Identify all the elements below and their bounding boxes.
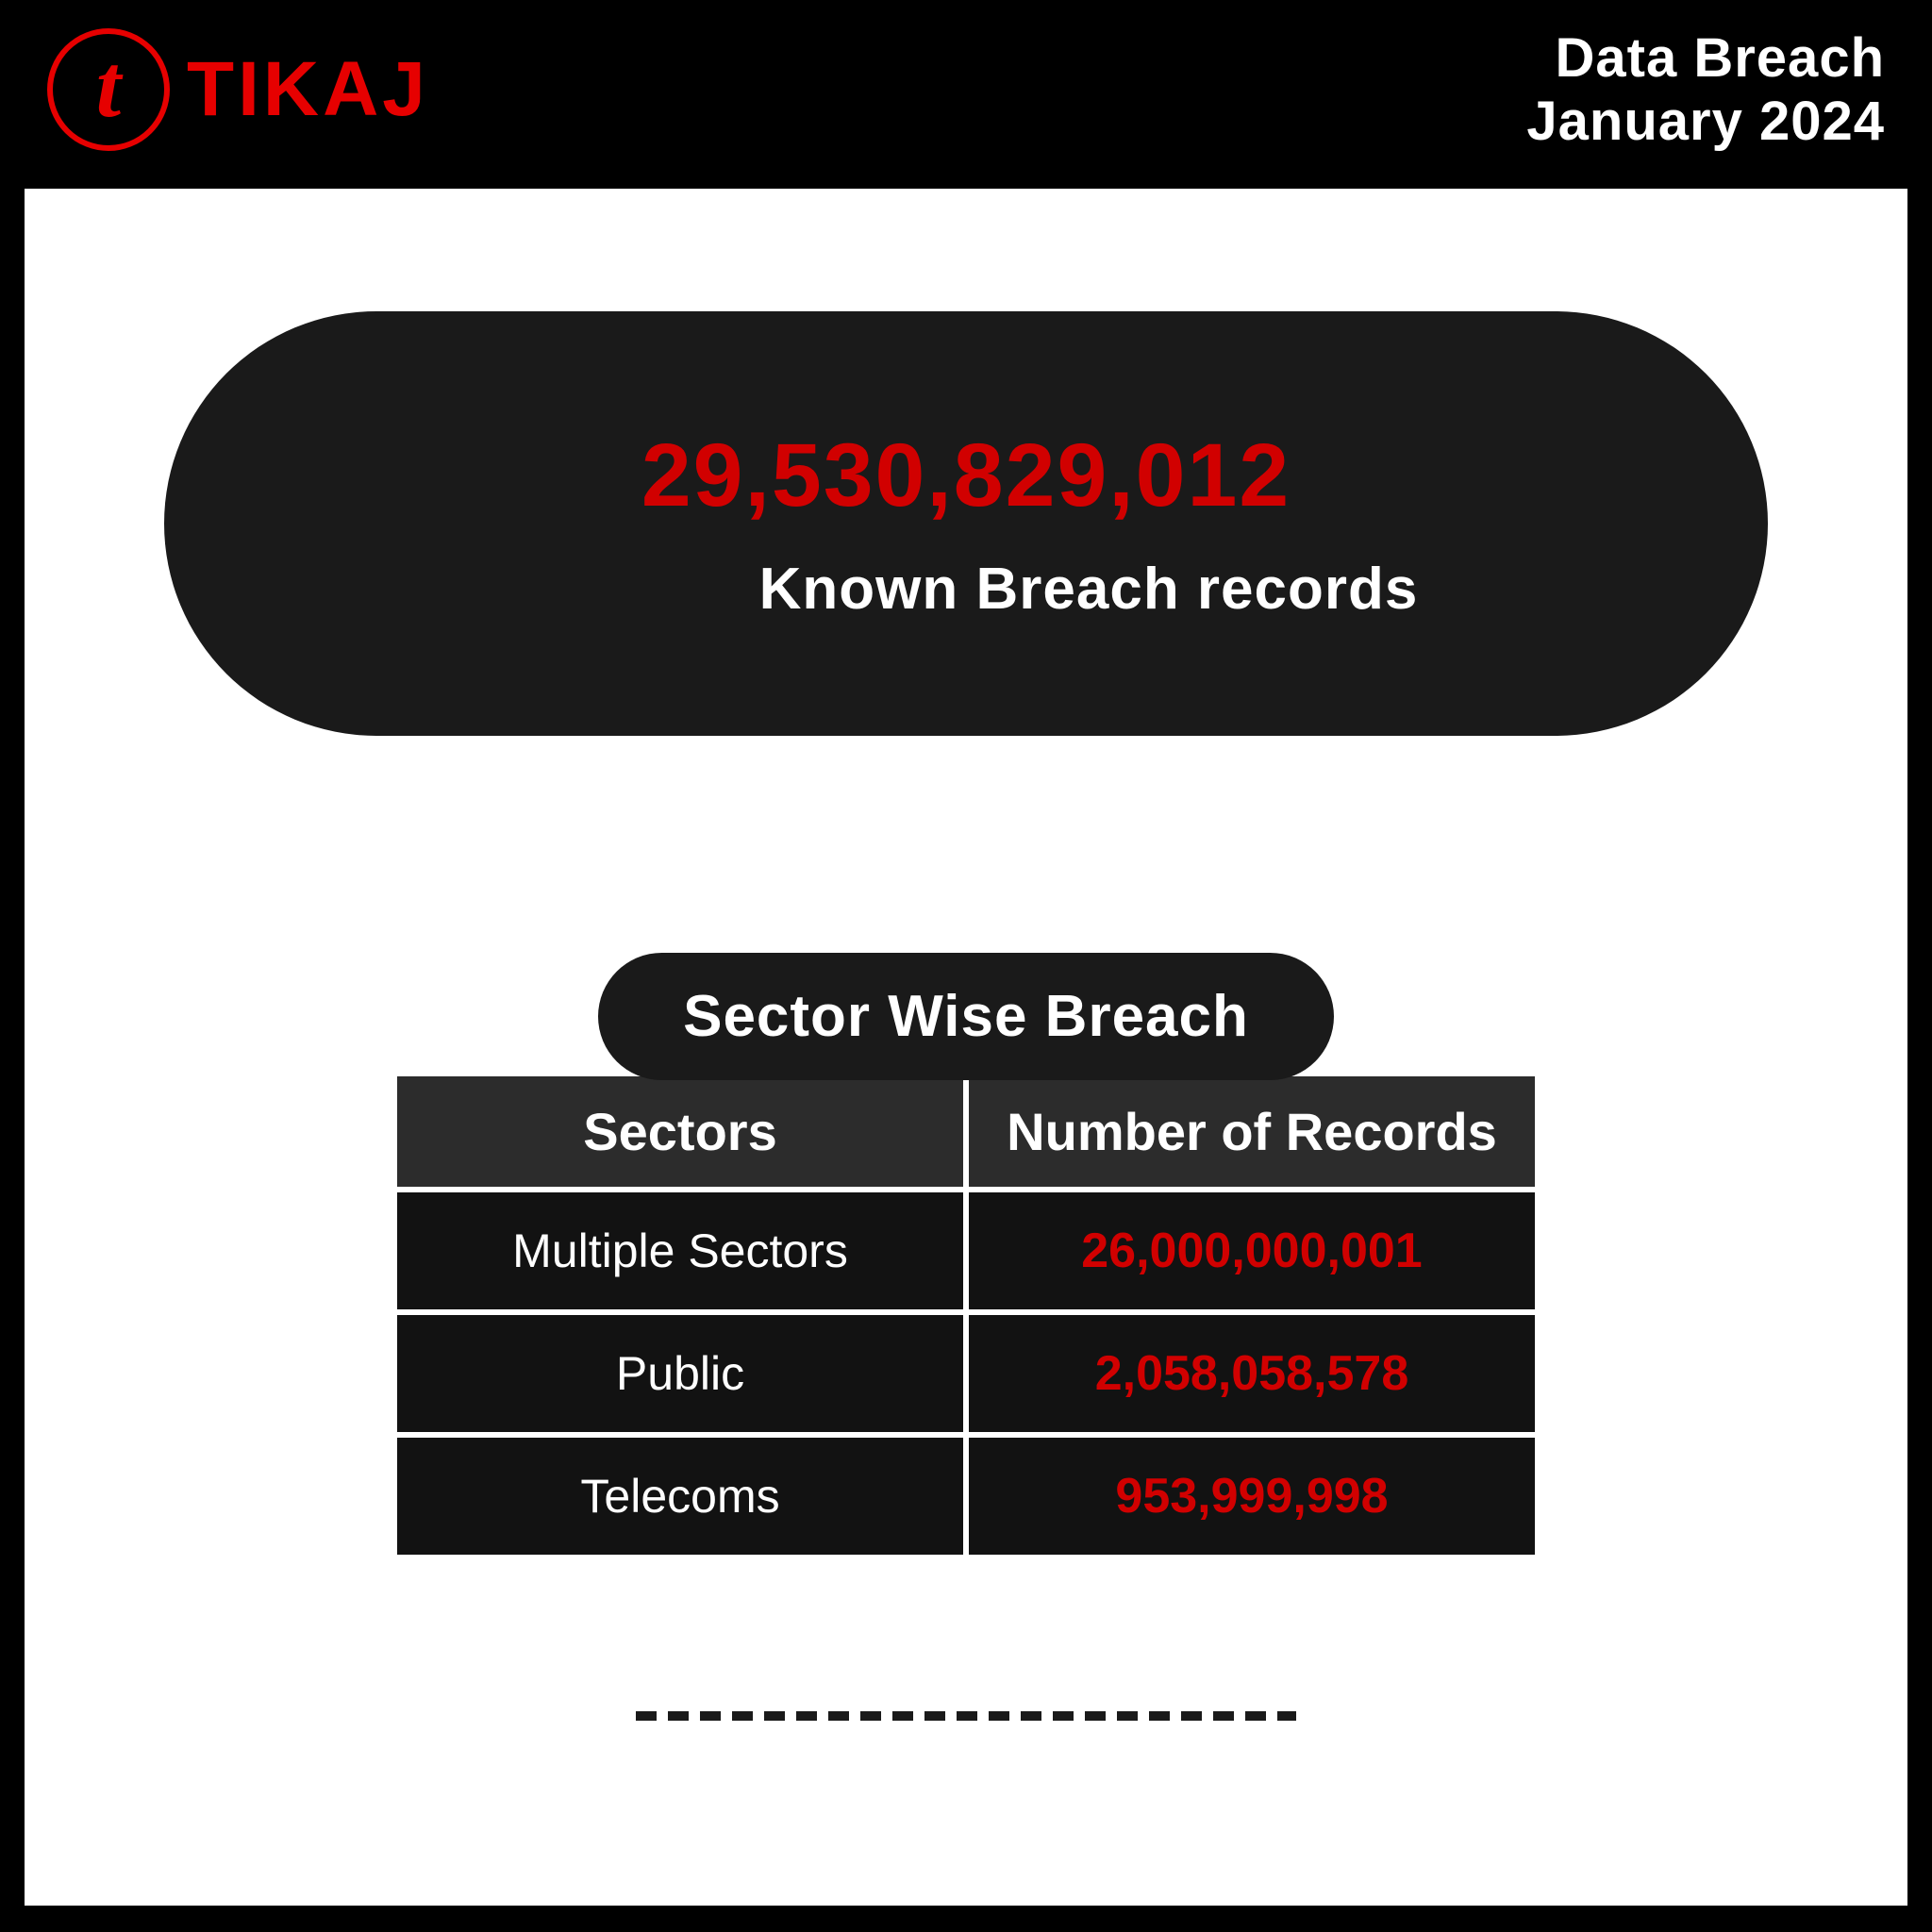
sector-table: Sectors Number of Records Multiple Secto… [391, 1071, 1541, 1560]
header-date: January 2024 [1526, 90, 1885, 153]
table-row: Telecoms 953,999,998 [397, 1438, 1535, 1555]
table-row: Multiple Sectors 26,000,000,001 [397, 1192, 1535, 1309]
logo-icon: t [47, 28, 170, 151]
cell-records: 26,000,000,001 [969, 1192, 1535, 1309]
brand-name: TIKAJ [187, 45, 429, 134]
table-header-row: Sectors Number of Records [397, 1076, 1535, 1187]
section-header-pill: Sector Wise Breach [598, 953, 1334, 1080]
cell-records: 2,058,058,578 [969, 1315, 1535, 1432]
cell-sector: Telecoms [397, 1438, 963, 1555]
cell-sector: Public [397, 1315, 963, 1432]
cell-sector: Multiple Sectors [397, 1192, 963, 1309]
sector-section: Sector Wise Breach Sectors Number of Rec… [391, 953, 1541, 1560]
header-meta: Data Breach January 2024 [1526, 26, 1885, 153]
hero-value: 29,530,829,012 [641, 425, 1291, 527]
col-header-sectors: Sectors [397, 1076, 963, 1187]
logo-letter: t [96, 42, 121, 131]
brand-logo: t TIKAJ [47, 28, 429, 151]
header: t TIKAJ Data Breach January 2024 [0, 0, 1932, 189]
hero-label: Known Breach records [514, 556, 1419, 623]
table-row: Public 2,058,058,578 [397, 1315, 1535, 1432]
main-panel: 29,530,829,012 Known Breach records Sect… [25, 189, 1907, 1906]
section-title: Sector Wise Breach [683, 984, 1249, 1049]
hero-card: 29,530,829,012 Known Breach records [164, 311, 1768, 736]
divider-dashed [636, 1711, 1296, 1721]
header-title: Data Breach [1526, 26, 1885, 90]
col-header-records: Number of Records [969, 1076, 1535, 1187]
cell-records: 953,999,998 [969, 1438, 1535, 1555]
